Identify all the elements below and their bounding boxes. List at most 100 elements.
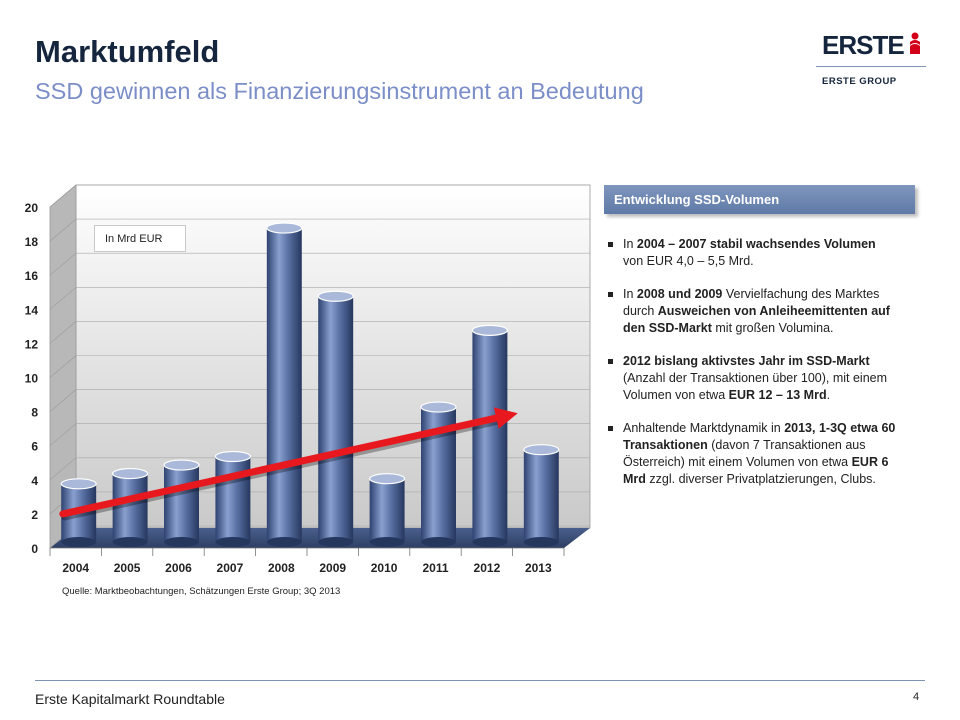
y-tick-label: 18 [25, 235, 39, 249]
bar [523, 449, 559, 542]
trend-arrow-head [493, 407, 518, 429]
bar [472, 330, 508, 542]
bullet-text: In [623, 237, 637, 251]
logo-group-label: ERSTE GROUP [822, 76, 897, 87]
bullet-text: In [623, 287, 637, 301]
bullet-text: EUR 12 – 13 Mrd [728, 388, 827, 402]
bullet-text: Anhaltende Marktdynamik in [623, 421, 785, 435]
footer-divider [35, 680, 925, 681]
bar [215, 456, 251, 542]
gridline-side [49, 389, 77, 412]
bullet-text: von EUR 4,0 – 5,5 Mrd. [623, 254, 754, 268]
gridline-side [49, 423, 77, 446]
bar-top [369, 473, 406, 485]
bullet-list: In 2004 – 2007 stabil wachsendes Volumen… [606, 236, 896, 504]
bar-top [60, 478, 97, 490]
bullet-item: In 2008 und 2009 Vervielfachung des Mark… [606, 286, 896, 337]
y-tick-label: 12 [25, 337, 39, 351]
x-tick-label: 2008 [268, 561, 295, 575]
gridline-side [49, 457, 77, 481]
bar-top [471, 324, 508, 336]
bullet-text: Vervielfachung des Marktes durch [623, 287, 880, 318]
bullet-marker-icon [608, 426, 613, 431]
bar-top [266, 222, 303, 234]
bullet-item: In 2004 – 2007 stabil wachsendes Volumen… [606, 236, 896, 270]
y-tick-label: 2 [31, 508, 38, 522]
bar [112, 473, 148, 542]
bullet-item: Anhaltende Marktdynamik in 2013, 1-3Q et… [606, 420, 896, 488]
x-tick-label: 2007 [217, 561, 244, 575]
x-tick-label: 2013 [525, 561, 552, 575]
x-tick-label: 2012 [474, 561, 501, 575]
trend-arrow-line [59, 414, 500, 518]
bullet-text: 2004 – 2007 stabil wachsendes Volumen [636, 237, 876, 251]
y-tick-label: 4 [31, 474, 38, 488]
erste-s-icon [910, 32, 920, 54]
bullet-text: 2008 und 2009 [636, 287, 723, 301]
page-subtitle: SSD gewinnen als Finanzierungsinstrument… [35, 78, 644, 104]
x-tick-label: 2004 [62, 561, 89, 575]
y-tick-label: 14 [25, 303, 39, 317]
bullet-marker-icon [608, 292, 613, 297]
bar-top [317, 290, 354, 302]
bar-base [369, 537, 405, 547]
erste-logo: ERSTE [822, 30, 920, 60]
bullet-text: 2013, 1-3Q etwa 60 Transaktionen [623, 421, 896, 452]
bar [369, 478, 405, 542]
bar [164, 465, 199, 542]
bar-base [215, 537, 251, 547]
volume-bar-chart: 0 2 4 6 8 10 12 14 16 18 20 2004 2005 2006 2007 2008 200… [25, 184, 591, 575]
bullet-text: 2012 bislang aktivstes Jahr im SSD-Markt [623, 354, 870, 368]
page-number: 4 [913, 691, 920, 703]
y-tick-label: 0 [31, 542, 38, 556]
bar-base [523, 537, 559, 547]
bar-base [318, 537, 354, 547]
x-tick-label: 2011 [422, 561, 448, 575]
logo-divider [816, 66, 926, 67]
bullet-text: (davon 7 Transaktionen aus Österreich) m… [623, 438, 866, 469]
gridline-side [49, 287, 77, 310]
bar-base [61, 537, 97, 547]
bullet-text: mit großen Volumina. [711, 321, 834, 335]
bar-top [163, 459, 200, 471]
bullet-text: Ausweichen von Anleiheemittenten auf den… [623, 304, 890, 335]
bar-base [472, 537, 508, 547]
y-tick-label: 16 [25, 269, 39, 283]
bar-base [421, 537, 456, 547]
source-note: Quelle: Marktbeobachtungen, Schätzungen … [62, 586, 341, 597]
panel-header: Entwicklung SSD-Volumen [604, 185, 915, 214]
x-tick-label: 2010 [371, 561, 398, 575]
bar-top [112, 467, 149, 480]
gridline-side [49, 355, 77, 378]
gridline-side [49, 321, 77, 344]
unit-label: In Mrd EUR [94, 225, 186, 252]
x-tick-label: 2009 [319, 561, 346, 575]
bullet-text: zzgl. diverser Privatplatzierungen, Club… [645, 472, 876, 486]
bullet-text: EUR 6 Mrd [623, 455, 889, 486]
page-title: Marktumfeld [35, 34, 220, 69]
bullet-item: 2012 bislang aktivstes Jahr im SSD-Markt… [606, 353, 896, 404]
bar [266, 228, 302, 543]
gridline-side [49, 184, 77, 208]
y-tick-label: 6 [31, 440, 38, 454]
bar-top [214, 450, 251, 463]
y-tick-label: 20 [25, 201, 39, 215]
x-tick-label: 2006 [165, 561, 192, 575]
bullet-text: (Anzahl der Transaktionen über 100), mit… [623, 371, 888, 402]
gridline-side [49, 218, 77, 242]
bar-top [523, 444, 560, 456]
bar-base [266, 537, 302, 547]
x-tick-label: 2005 [114, 561, 141, 575]
bullet-marker-icon [608, 242, 613, 247]
bar-base [112, 537, 148, 547]
bar-top [420, 401, 457, 413]
footer-text: Erste Kapitalmarkt Roundtable [35, 691, 225, 707]
gridline-side [49, 252, 77, 276]
svg-text:ERSTE: ERSTE [822, 30, 904, 60]
bar-base [164, 537, 199, 547]
y-tick-label: 8 [31, 406, 38, 420]
bullet-marker-icon [608, 359, 613, 364]
y-tick-label: 10 [25, 372, 39, 386]
bar [318, 296, 354, 542]
bullet-text: . [826, 388, 831, 402]
